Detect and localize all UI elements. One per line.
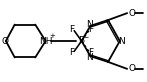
Text: F: F [88,25,93,34]
Text: −: − [83,34,88,39]
Text: NH: NH [40,36,53,46]
Text: F: F [88,48,93,57]
Text: F: F [70,25,75,34]
Text: N: N [86,53,93,62]
Text: O: O [128,9,135,18]
Text: +: + [50,33,56,40]
Text: O: O [128,64,135,73]
Text: N: N [118,36,125,46]
Text: B: B [78,36,85,45]
Text: N: N [86,20,93,29]
Text: F: F [70,48,75,57]
Text: O: O [2,36,9,46]
